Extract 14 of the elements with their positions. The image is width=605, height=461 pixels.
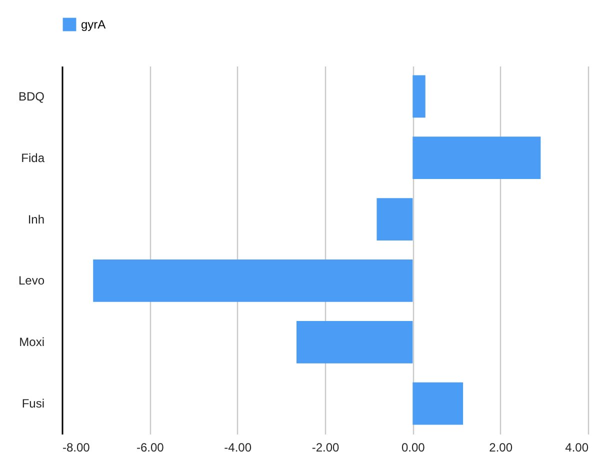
legend-label: gyrA	[81, 18, 106, 32]
x-tick-label: -6.00	[136, 440, 164, 454]
x-tick-label: -4.00	[224, 440, 252, 454]
x-tick-label: -2.00	[312, 440, 340, 454]
x-tick-label: 0.00	[401, 440, 426, 454]
x-tick-label: -8.00	[62, 440, 90, 454]
y-tick-label: Fida	[21, 150, 45, 165]
x-tick-label: 4.00	[565, 440, 589, 454]
y-tick-label: Inh	[28, 212, 44, 226]
y-tick-label: Moxi	[19, 335, 44, 350]
y-tick-label: Fusi	[22, 396, 44, 411]
y-tick-label: BDQ	[18, 89, 44, 104]
y-tick-label: Levo	[18, 274, 45, 288]
x-tick-label: 2.00	[489, 440, 513, 454]
